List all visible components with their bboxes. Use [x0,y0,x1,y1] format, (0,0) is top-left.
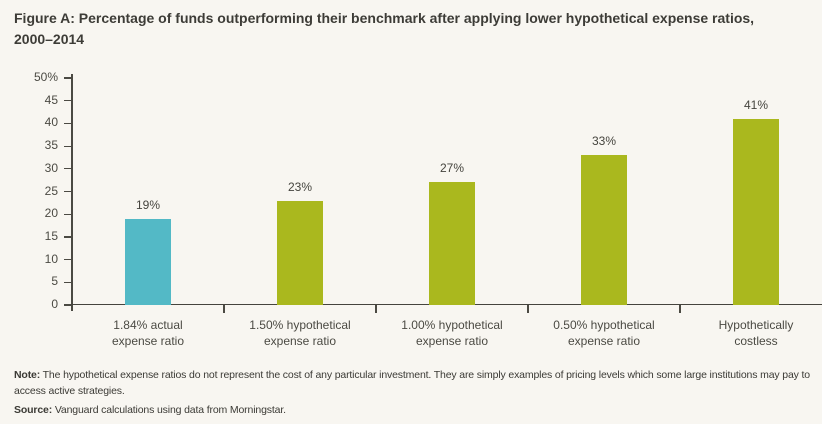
bar-value-label: 23% [287,179,313,194]
note-text: The hypothetical expense ratios do not r… [14,369,810,397]
y-axis-line [71,74,73,311]
y-axis-tick [64,304,71,306]
category-label: 1.50% hypothetical expense ratio [224,317,376,349]
bar-value-label: 27% [439,161,465,176]
y-axis-tick-label: 15 [44,228,58,243]
category-label-line: expense ratio [111,334,185,348]
bar [277,200,323,305]
category-label: 1.84% actual expense ratio [72,317,224,349]
x-axis-tick [527,305,529,313]
y-axis-tick [64,122,71,125]
y-axis-tick [64,190,71,193]
category-label-line: 0.50% hypothetical [553,318,655,332]
source-label: Source: [14,404,53,416]
bar-value-label: 33% [591,134,617,149]
y-axis-tick-label: 5 [51,274,58,289]
y-axis-tick [64,145,71,147]
y-axis-tick-label: 0 [51,297,58,311]
y-axis-tick [64,168,71,170]
note-line: Note: The hypothetical expense ratios do… [14,368,816,399]
figure-notes: Note: The hypothetical expense ratios do… [14,368,816,419]
category-label: Hypothetically costless [680,317,822,349]
y-axis-tick [64,100,71,102]
source-line: Source: Vanguard calculations using data… [14,403,816,419]
y-axis-tick [64,259,71,261]
y-axis-tick [64,77,71,79]
y-axis-tick-label: 10 [44,251,58,266]
category-label-line: expense ratio [567,334,641,348]
bar [429,182,475,305]
y-axis-tick [64,236,71,238]
x-axis-tick [679,305,681,313]
category-label-line: costless [734,334,778,348]
category-label-line: 1.00% hypothetical [401,318,503,332]
bar-value-label: 19% [135,197,161,212]
y-axis-tick-label: 45 [44,92,58,107]
bar-value-label: 41% [743,97,769,112]
note-label: Note: [14,369,41,381]
bar [733,118,779,305]
category-label-line: 1.84% actual [113,318,183,332]
category-label: 0.50% hypothetical expense ratio [528,317,680,349]
y-axis-tick [64,213,71,215]
category-label: 1.00% hypothetical expense ratio [376,317,528,349]
y-axis-tick-label: 25 [44,183,58,198]
y-axis-tick-label: 20 [44,206,58,221]
bar-chart: 50% 45 40 35 30 25 20 15 10 5 0 19% 1.84% actual expe… [0,68,822,360]
bar [581,155,627,305]
figure-title: Figure A: Percentage of funds outperform… [14,10,755,47]
source-text: Vanguard calculations using data from Mo… [54,404,286,416]
y-axis-tick [64,281,71,283]
category-label-line: Hypothetically [718,318,794,332]
y-axis-tick-label: 30 [44,160,58,175]
y-axis-tick-label: 40 [44,115,58,130]
bar [125,218,171,305]
category-label-line: 1.50% hypothetical [249,318,351,332]
category-label-line: expense ratio [415,334,489,348]
x-axis-tick [223,305,225,313]
category-label-line: expense ratio [263,334,337,348]
y-axis-tick-label: 50% [33,70,58,84]
x-axis-tick [375,305,377,313]
y-axis-tick-label: 35 [44,138,58,153]
